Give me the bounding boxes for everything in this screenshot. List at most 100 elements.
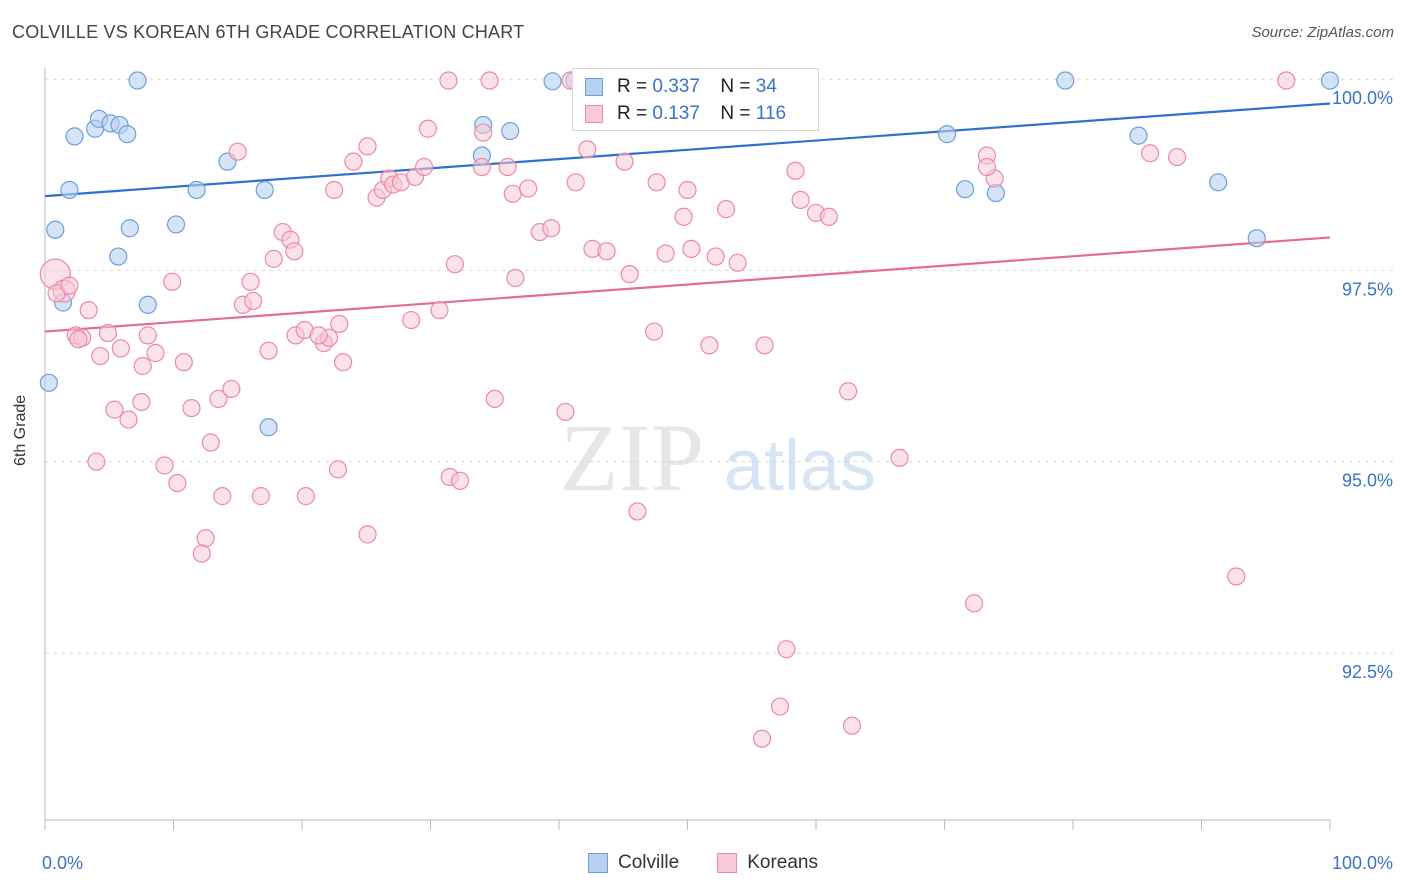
colville-point bbox=[120, 219, 139, 238]
koreans-point bbox=[480, 71, 499, 90]
koreans-point bbox=[728, 253, 747, 272]
koreans-point bbox=[615, 152, 634, 171]
colville-point bbox=[1209, 173, 1228, 192]
koreans-point bbox=[786, 161, 805, 180]
koreans-swatch-icon bbox=[585, 105, 603, 123]
colville-point bbox=[39, 373, 58, 392]
stats-legend-box: R = 0.337 N = 34 R = 0.137 N = 116 bbox=[572, 68, 819, 131]
koreans-point bbox=[174, 353, 193, 372]
axes bbox=[44, 68, 1331, 830]
watermark-zip: ZIP bbox=[560, 404, 704, 511]
colville-point bbox=[128, 71, 147, 90]
series-koreans bbox=[39, 71, 1296, 748]
koreans-point bbox=[98, 323, 118, 343]
y-tick-label: 95.0% bbox=[1342, 471, 1393, 491]
koreans-point bbox=[344, 152, 363, 171]
r-value: 0.137 bbox=[652, 103, 700, 124]
koreans-point bbox=[1277, 71, 1296, 90]
koreans-point bbox=[60, 276, 79, 295]
series-colville bbox=[39, 71, 1340, 437]
watermark: ZIP atlas bbox=[560, 404, 876, 511]
koreans-point bbox=[105, 400, 124, 419]
colville-point bbox=[1247, 229, 1266, 248]
koreans-point bbox=[445, 255, 465, 274]
koreans-point bbox=[964, 594, 984, 613]
r-label: R = bbox=[617, 76, 648, 97]
legend-item-koreans[interactable]: Koreans bbox=[717, 852, 818, 874]
koreans-point bbox=[325, 180, 344, 200]
colville-point bbox=[1129, 126, 1148, 145]
colville-trend-line bbox=[44, 102, 1331, 198]
koreans-point bbox=[498, 157, 517, 177]
koreans-point bbox=[1140, 144, 1160, 163]
koreans-point bbox=[119, 410, 138, 429]
colville-point bbox=[65, 127, 84, 146]
koreans-point bbox=[111, 339, 130, 358]
stats-row-colville: R = 0.337 N = 34 bbox=[585, 75, 777, 99]
source-label: Source: ZipAtlas.com bbox=[1251, 24, 1394, 41]
koreans-point bbox=[485, 389, 504, 409]
koreans-point bbox=[358, 525, 377, 544]
koreans-point bbox=[244, 291, 263, 311]
koreans-point bbox=[402, 310, 421, 330]
trend-lines bbox=[44, 102, 1331, 333]
koreans-point bbox=[755, 336, 774, 355]
koreans-point bbox=[819, 207, 838, 226]
koreans-point bbox=[716, 200, 736, 219]
koreans-point bbox=[474, 123, 493, 142]
koreans-point bbox=[264, 249, 283, 268]
colville-point bbox=[255, 180, 274, 200]
koreans-point bbox=[503, 184, 522, 203]
koreans-point bbox=[182, 398, 201, 418]
koreans-point bbox=[644, 322, 664, 341]
gridlines bbox=[45, 78, 1394, 654]
colville-point bbox=[60, 180, 79, 200]
koreans-legend-icon bbox=[717, 853, 738, 873]
legend-label-colville: Colville bbox=[617, 852, 680, 873]
koreans-point bbox=[620, 265, 639, 284]
koreans-point bbox=[556, 402, 575, 422]
colville-swatch-icon bbox=[585, 78, 603, 96]
koreans-point bbox=[259, 341, 278, 360]
koreans-point bbox=[890, 448, 909, 467]
koreans-point bbox=[155, 456, 174, 475]
koreans-point bbox=[132, 392, 151, 412]
koreans-point bbox=[752, 729, 772, 748]
koreans-point bbox=[542, 219, 561, 238]
koreans-point bbox=[213, 487, 232, 506]
koreans-point bbox=[133, 356, 152, 376]
koreans-point bbox=[839, 382, 858, 401]
x-tick-label: 100.0% bbox=[1332, 853, 1393, 873]
koreans-point bbox=[706, 247, 725, 266]
koreans-point bbox=[842, 716, 862, 735]
koreans-point bbox=[628, 502, 647, 521]
koreans-point bbox=[251, 487, 270, 506]
y-tick-label: 92.5% bbox=[1342, 662, 1393, 682]
koreans-point bbox=[146, 343, 165, 363]
koreans-point bbox=[241, 272, 260, 291]
koreans-point bbox=[91, 346, 110, 366]
koreans-point bbox=[192, 544, 211, 563]
n-label: N = bbox=[720, 76, 751, 97]
colville-point bbox=[955, 180, 975, 199]
chart-title: COLVILLE VS KOREAN 6TH GRADE CORRELATION… bbox=[12, 22, 525, 42]
tick-labels: 100.0% 97.5% 95.0% 92.5% 0.0% 100.0% bbox=[42, 88, 1393, 873]
koreans-point bbox=[163, 272, 182, 291]
koreans-point bbox=[700, 336, 719, 355]
y-tick-label: 100.0% bbox=[1332, 88, 1393, 108]
r-label: R = bbox=[617, 103, 648, 124]
legend: Colville Koreans bbox=[0, 852, 1406, 874]
watermark-atlas: atlas bbox=[724, 426, 876, 506]
koreans-point bbox=[519, 179, 538, 198]
koreans-point bbox=[977, 157, 997, 177]
colville-point bbox=[138, 295, 157, 314]
n-value: 34 bbox=[755, 76, 777, 97]
koreans-point bbox=[358, 137, 377, 156]
koreans-point bbox=[168, 473, 187, 493]
koreans-point bbox=[674, 207, 693, 226]
legend-item-colville[interactable]: Colville bbox=[587, 852, 680, 874]
x-tick-label: 0.0% bbox=[42, 853, 83, 873]
koreans-point bbox=[450, 471, 470, 490]
colville-point bbox=[937, 125, 957, 144]
